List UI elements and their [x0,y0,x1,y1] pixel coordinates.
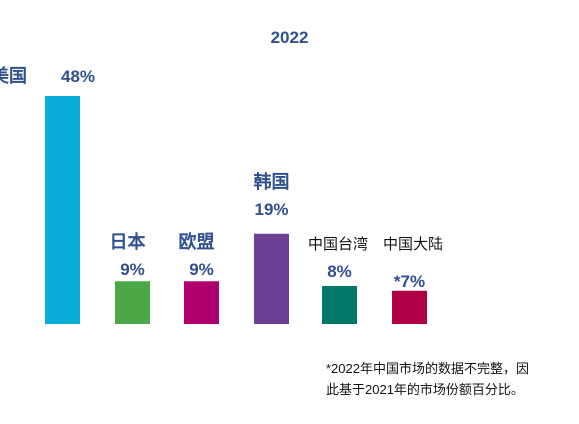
value-label-4: 19% [254,200,288,219]
bar-2 [115,281,150,324]
category-label-6: 中国大陆 [383,235,443,253]
category-label-5: 中国台湾 [308,235,368,253]
value-label-6: *7% [394,272,425,291]
bar-4 [254,233,289,324]
bar-3 [184,281,219,324]
value-label-2: 9% [120,260,145,279]
footnote-line-1: *2022年中国市场的数据不完整，因 [326,361,529,376]
value-label-5: 8% [327,262,352,281]
chart-title: 2022 [270,28,309,47]
category-label-3: 欧盟 [179,231,215,253]
bar-5 [322,286,357,324]
footnote: *2022年中国市场的数据不完整，因 此基于2021年的市场份额百分比。 [326,358,566,400]
footnote-line-2: 此基于2021年的市场份额百分比。 [326,382,524,397]
value-label-3: 9% [189,260,214,279]
bar-6 [392,290,427,324]
value-label-1: 48% [61,67,95,86]
bar-1 [45,96,80,324]
category-label-1: 美国 [0,65,27,87]
category-label-2: 日本 [110,231,146,253]
category-label-4: 韩国 [254,171,290,193]
